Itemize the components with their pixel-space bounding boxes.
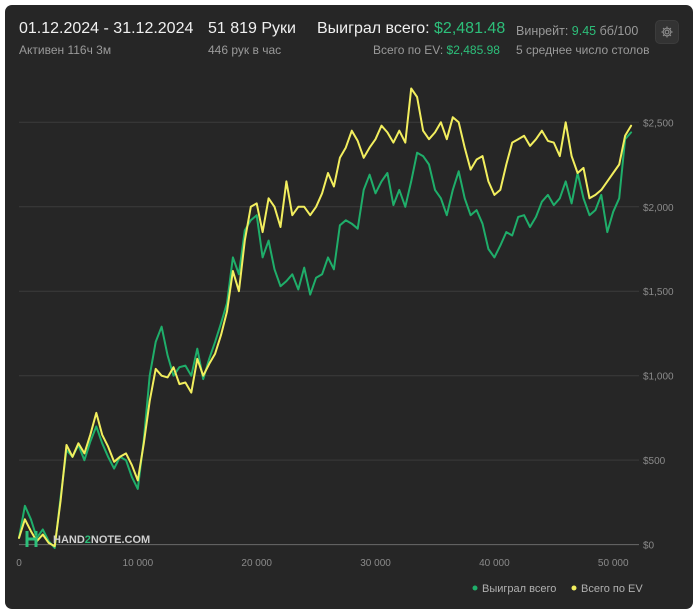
ev-total: Всего по EV: $2,485.98 — [373, 43, 500, 57]
legend-won-marker — [472, 585, 478, 591]
y-tick-label: $500 — [643, 456, 666, 467]
avg-tables: 5 среднее число столов — [516, 43, 650, 57]
ev-total-line — [18, 87, 633, 548]
graph-panel: 01.12.2024 - 31.12.2024 Активен 116ч 3м … — [5, 5, 693, 609]
winrate-value: 9.45 — [571, 24, 597, 38]
legend-ev-label: Всего по EV — [581, 583, 643, 595]
legend-won-label: Выиграл всего — [482, 583, 556, 595]
legend-item-ev[interactable]: Всего по EV — [571, 583, 644, 595]
ev-total-label: Всего по EV: — [373, 43, 444, 57]
x-axis-ticks: 0 10 000 20 000 30 000 40 000 50 000 — [16, 558, 629, 569]
y-tick-label: $1,500 — [643, 287, 674, 298]
ev-total-value: $2,485.98 — [446, 43, 500, 57]
won-total-value: $2,481.48 — [434, 20, 506, 37]
hands-count: 51 819 Руки — [208, 20, 296, 37]
y-tick-label: $0 — [643, 541, 655, 552]
winrate-label: Винрейт: — [516, 24, 569, 38]
y-tick-label: $2,000 — [643, 203, 674, 214]
settings-button[interactable] — [655, 20, 679, 44]
legend-ev-marker — [571, 585, 577, 591]
legend-item-won[interactable]: Выиграл всего — [472, 583, 557, 595]
hand2note-logo-icon — [25, 531, 38, 547]
chart-series — [18, 87, 633, 549]
profit-chart: $0 $500 $1,000 $1,500 $2,000 $2,500 0 10 000 20… — [16, 87, 674, 595]
chart-grid — [19, 121, 639, 546]
watermark: HAND2NOTE.COM — [25, 531, 150, 547]
y-tick-label: $2,500 — [643, 118, 674, 129]
winrate-unit: бб/100 — [599, 24, 639, 38]
legend: Выиграл всего Всего по EV — [472, 583, 644, 595]
won-total-label: Выиграл всего: — [317, 20, 430, 37]
y-axis-ticks: $0 $500 $1,000 $1,500 $2,000 $2,500 — [643, 118, 674, 551]
x-tick-label: 0 — [16, 558, 22, 569]
watermark-text: HAND2NOTE.COM — [53, 534, 150, 546]
date-range: 01.12.2024 - 31.12.2024 — [19, 20, 194, 37]
won-total-line — [18, 131, 633, 549]
won-total: Выиграл всего: $2,481.48 — [317, 20, 505, 38]
active-time: Активен 116ч 3м — [19, 43, 112, 57]
winrate: Винрейт: 9.45 бб/100 — [516, 24, 638, 38]
y-tick-label: $1,000 — [643, 372, 674, 383]
x-tick-label: 20 000 — [241, 558, 272, 569]
x-tick-label: 40 000 — [479, 558, 510, 569]
hands-per-hour: 446 рук в час — [208, 43, 282, 57]
x-tick-label: 50 000 — [598, 558, 629, 569]
x-tick-label: 30 000 — [360, 558, 391, 569]
gear-icon — [661, 26, 673, 38]
x-tick-label: 10 000 — [123, 558, 154, 569]
